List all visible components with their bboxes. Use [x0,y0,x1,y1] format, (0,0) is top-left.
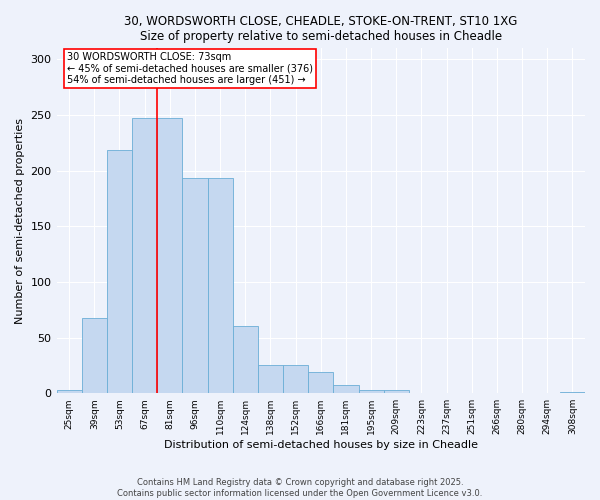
Bar [157,118,182,393]
Bar [334,386,359,393]
Bar [233,326,258,393]
Bar [283,366,308,393]
Bar [560,392,585,393]
Bar [359,390,383,393]
Bar [308,372,334,393]
Bar [383,390,409,393]
Y-axis label: Number of semi-detached properties: Number of semi-detached properties [15,118,25,324]
Bar [82,318,107,393]
Text: 30 WORDSWORTH CLOSE: 73sqm
← 45% of semi-detached houses are smaller (376)
54% o: 30 WORDSWORTH CLOSE: 73sqm ← 45% of semi… [67,52,313,85]
Text: Contains HM Land Registry data © Crown copyright and database right 2025.
Contai: Contains HM Land Registry data © Crown c… [118,478,482,498]
Bar [132,118,157,393]
Bar [107,150,132,393]
X-axis label: Distribution of semi-detached houses by size in Cheadle: Distribution of semi-detached houses by … [164,440,478,450]
Bar [208,178,233,393]
Bar [182,178,208,393]
Title: 30, WORDSWORTH CLOSE, CHEADLE, STOKE-ON-TRENT, ST10 1XG
Size of property relativ: 30, WORDSWORTH CLOSE, CHEADLE, STOKE-ON-… [124,15,517,43]
Bar [258,366,283,393]
Bar [56,390,82,393]
